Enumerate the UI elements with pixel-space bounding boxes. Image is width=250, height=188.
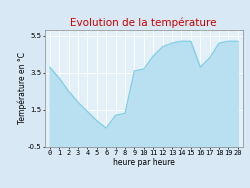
- Y-axis label: Température en °C: Température en °C: [17, 52, 26, 124]
- X-axis label: heure par heure: heure par heure: [113, 158, 175, 167]
- Title: Evolution de la température: Evolution de la température: [70, 17, 217, 28]
